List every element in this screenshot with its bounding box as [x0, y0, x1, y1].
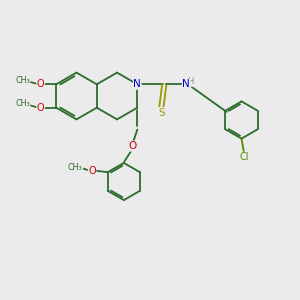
Text: S: S	[158, 107, 165, 118]
Text: CH₃: CH₃	[68, 163, 83, 172]
Text: N: N	[134, 79, 141, 89]
Text: H: H	[188, 77, 194, 86]
Text: O: O	[129, 141, 137, 151]
Text: O: O	[37, 79, 44, 89]
Text: O: O	[88, 166, 96, 176]
Text: CH₃: CH₃	[15, 99, 30, 108]
Text: O: O	[37, 103, 44, 113]
Text: Cl: Cl	[239, 152, 249, 162]
Text: N: N	[182, 79, 190, 89]
Text: CH₃: CH₃	[15, 76, 30, 85]
